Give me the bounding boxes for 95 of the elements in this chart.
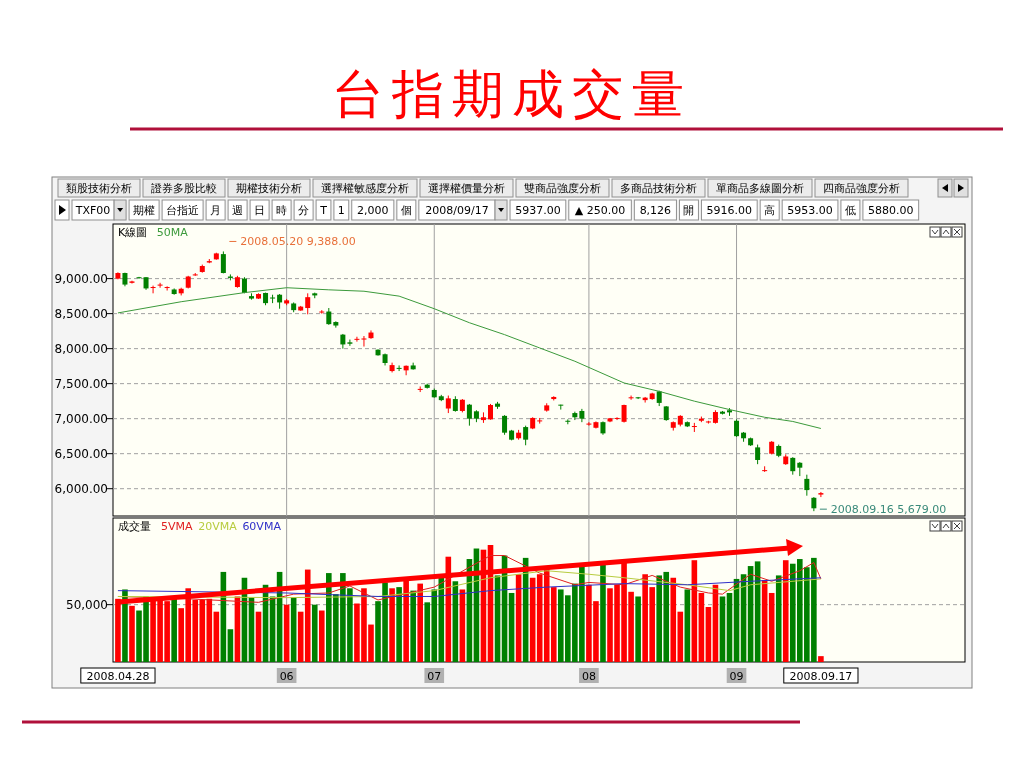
text: 四商品強度分析 (823, 182, 900, 195)
text: 50,000 (66, 597, 108, 612)
candlestick (396, 364, 402, 372)
text: 20VMA (198, 520, 238, 533)
bar (171, 598, 177, 662)
candlestick (523, 425, 529, 446)
bar (318, 610, 325, 662)
bar (403, 580, 409, 662)
text: 5VMA (161, 520, 194, 533)
text: 證券多股比較 (151, 182, 217, 195)
y-tick-label: 8,000.00 (54, 341, 108, 356)
bar (684, 589, 691, 662)
bar (129, 605, 135, 662)
text: 5953.00 (787, 204, 833, 217)
candlestick (157, 282, 163, 289)
y-tick-label: 9,000.00 (54, 271, 108, 286)
bar (417, 583, 423, 662)
candlestick (502, 414, 508, 436)
bar (600, 564, 606, 662)
candlestick (347, 339, 353, 347)
candlestick (466, 403, 472, 427)
candlestick (572, 411, 578, 421)
y-tick-label: 8,500.00 (54, 306, 108, 321)
text: 2008.09.16 5,679.00 (830, 503, 947, 517)
x-tick-label: 08 (581, 670, 596, 683)
y-tick-label: 7,500.00 (54, 376, 108, 391)
text: 時 (276, 204, 288, 217)
bar (122, 589, 128, 662)
x-tick-label: 2008.09.17 (789, 670, 853, 683)
candlestick (804, 474, 810, 497)
annotation: 2008.05.20 9,388.00 (240, 235, 356, 249)
candlestick (635, 396, 641, 400)
text: 8,126 (639, 204, 672, 217)
candlestick (136, 276, 142, 280)
text: 期權 (133, 204, 156, 217)
text: TXF00 (74, 204, 111, 217)
text: 60VMA (242, 520, 282, 533)
chart-title: K線圖 (118, 226, 148, 239)
x-tick-label: 09 (729, 670, 744, 683)
bar (311, 604, 318, 662)
bar (775, 575, 782, 662)
text: 1 (337, 204, 345, 217)
text: 雙商品強度分析 (524, 182, 601, 195)
candlestick (354, 336, 360, 343)
bar (410, 590, 416, 662)
text: 期權技術分析 (236, 182, 302, 195)
bar (719, 596, 726, 662)
text: 2008/09/17 (425, 204, 489, 217)
text: 週 (232, 204, 244, 217)
bar (389, 588, 395, 662)
text: ▲ 250.00 (574, 204, 626, 217)
text: 選擇權價量分析 (428, 182, 505, 195)
candlestick (755, 444, 761, 465)
text: 單商品多線圖分析 (716, 182, 804, 195)
y-tick-label: 7,000.00 (54, 411, 108, 426)
candlestick (628, 395, 634, 401)
x-tick-label: 07 (427, 670, 442, 683)
text: 個 (400, 204, 412, 217)
candlestick (164, 285, 170, 292)
text: 5880.00 (868, 204, 914, 217)
bar (396, 587, 402, 662)
text: 高 (764, 204, 776, 217)
y-tick-label: 6,500.00 (54, 446, 108, 461)
bar (818, 656, 824, 662)
text: 台指期成交量 (332, 66, 692, 123)
bar (227, 629, 234, 662)
bar (115, 598, 121, 662)
candlestick (586, 421, 592, 427)
text: 台指近 (166, 204, 200, 217)
bar (635, 596, 641, 662)
text: 5916.00 (706, 204, 753, 217)
candlestick (305, 292, 311, 315)
text: 2,000 (357, 204, 389, 217)
candlestick (614, 416, 620, 421)
candlestick (150, 285, 156, 294)
text: 開 (683, 204, 695, 217)
text: 分 (298, 204, 310, 217)
text: 多商品技術分析 (620, 182, 697, 195)
x-tick-label: 2008.04.28 (86, 670, 150, 683)
x-tick-label: 06 (279, 670, 294, 683)
y-tick-label: 6,000.00 (54, 481, 108, 496)
line-series (117, 287, 822, 429)
chart-title: 成交量 (118, 520, 151, 533)
text: 50MA (156, 226, 189, 239)
bar (782, 560, 789, 662)
text: 選擇權敏感度分析 (321, 182, 409, 195)
text: 低 (844, 204, 856, 217)
text: 日 (254, 204, 266, 217)
candlestick (361, 335, 367, 348)
text: 月 (210, 204, 222, 217)
text: 5937.00 (515, 204, 561, 217)
candlestick (818, 491, 824, 498)
text: 類股技術分析 (66, 182, 132, 195)
bar (304, 569, 311, 662)
text: T (319, 204, 328, 217)
